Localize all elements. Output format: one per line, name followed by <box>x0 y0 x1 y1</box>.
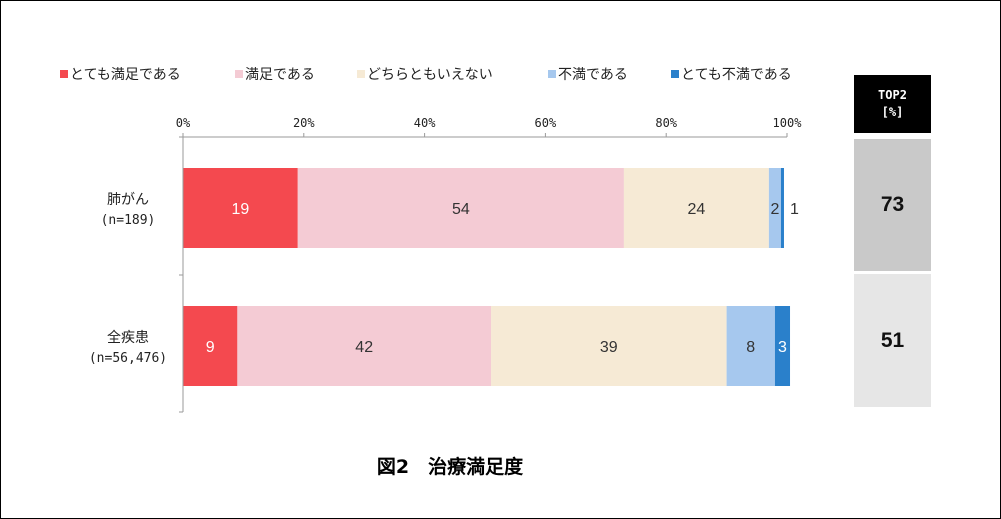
data-label: 24 <box>688 201 706 218</box>
legend-label: 満足である <box>245 67 315 83</box>
legend-swatch <box>671 70 679 78</box>
legend-swatch <box>357 70 365 78</box>
category-label: 全疾患 <box>107 329 149 346</box>
data-label: 8 <box>746 339 755 356</box>
x-tick-label: 20% <box>293 116 315 130</box>
bar-segment <box>297 168 624 248</box>
legend-label: 不満である <box>558 67 628 83</box>
data-label: 19 <box>231 201 249 218</box>
x-tick-label: 80% <box>655 116 677 130</box>
bars: 19 54 24 2 19 42 39 8 3 <box>183 168 799 386</box>
bar-segment <box>623 168 769 248</box>
x-tick-label: 60% <box>535 116 557 130</box>
data-label: 9 <box>206 339 215 356</box>
figure-caption: 図2 治療満足度 <box>376 456 524 478</box>
axes <box>179 133 788 413</box>
category-labels: 肺がん (n=189) 全疾患 (n=56,476) <box>89 192 167 366</box>
bar-segment <box>726 306 775 386</box>
legend-label: とても満足である <box>70 67 181 83</box>
top2-value-lung-cancer: 73 <box>854 139 931 271</box>
data-label: 2 <box>770 201 779 218</box>
bar-segment <box>780 168 784 248</box>
bar-segment <box>491 306 727 386</box>
x-axis-ticks: 0% 20% 40% 60% 80% 100% <box>176 116 802 130</box>
legend: とても満足である 満足である どちらともいえない 不満である とても不満である <box>60 67 792 83</box>
x-tick-label: 100% <box>773 116 803 130</box>
top2-header: TOP2 [%] <box>854 75 931 133</box>
x-tick-label: 0% <box>176 116 191 130</box>
legend-swatch <box>548 70 556 78</box>
bar-segment <box>774 306 791 386</box>
top2-header-title: TOP2 <box>878 88 907 102</box>
bar-segment <box>183 168 298 248</box>
bar-segment <box>768 168 781 248</box>
legend-swatch <box>235 70 243 78</box>
data-label: 54 <box>452 201 470 218</box>
x-tick-label: 40% <box>414 116 436 130</box>
data-label: 39 <box>600 339 618 356</box>
data-label: 3 <box>778 339 787 356</box>
data-label: 1 <box>790 201 799 218</box>
top2-value-all-diseases: 51 <box>854 274 931 407</box>
legend-label: とても不満である <box>681 67 792 83</box>
bar-segment <box>183 306 238 386</box>
legend-label: どちらともいえない <box>367 67 493 83</box>
category-sample-size: (n=189) <box>101 213 156 228</box>
top2-header-unit: [%] <box>881 105 904 119</box>
legend-swatch <box>60 70 68 78</box>
category-label: 肺がん <box>107 192 149 208</box>
data-label: 42 <box>355 339 373 356</box>
category-sample-size: (n=56,476) <box>89 351 167 366</box>
bar-segment <box>237 306 492 386</box>
